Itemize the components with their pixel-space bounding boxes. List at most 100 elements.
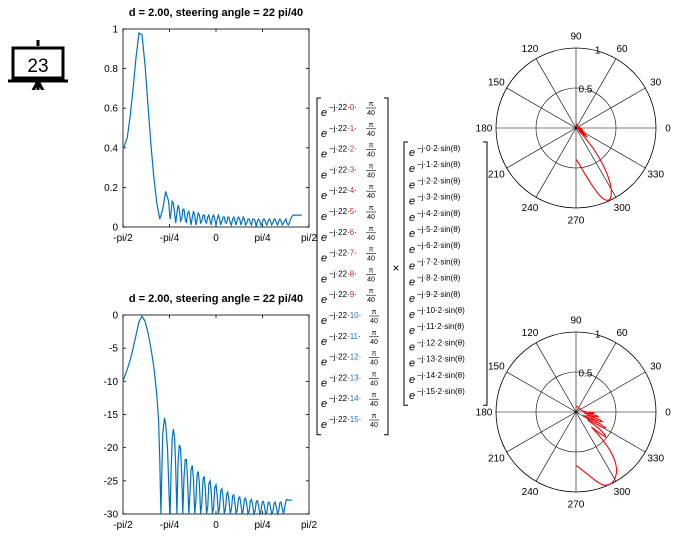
polar-top-spoke [535,127,577,198]
polar-top-angle-label: 0 [665,124,671,135]
steering-fraction-numerator: π [372,371,377,378]
linear-series-line [122,31,302,228]
array-entry: e −j·0·2·sin(θ) [409,144,461,159]
array-base: e [409,341,415,353]
steering-fraction-numerator: π [369,143,374,150]
array-exponent: −j·1·2·sin(θ) [417,160,461,169]
multiply-sign: × [392,261,399,275]
array-exponent: −j·15·2·sin(θ) [417,387,465,396]
array-base: e [409,325,415,337]
array-entry: e −j·3·2·sin(θ) [409,193,461,208]
steering-fraction-denominator: 40 [367,110,375,117]
array-base: e [409,277,415,289]
steering-base: e [321,149,327,161]
steering-fraction-denominator: 40 [367,172,375,179]
steering-fraction-denominator: 40 [370,422,378,429]
array-exponent: −j·2·2·sin(θ) [417,176,461,185]
array-entry: e −j·10·2·sin(θ) [409,306,465,321]
steering-fraction-denominator: 40 [370,360,378,367]
steering-fraction-numerator: π [369,163,374,170]
array-entry: e −j·4·2·sin(θ) [409,209,461,224]
steering-fraction-denominator: 40 [367,131,375,138]
steering-fraction-numerator: π [372,351,377,358]
array-entry: e −j·13·2·sin(θ) [409,355,465,370]
steering-fraction-denominator: 40 [367,152,375,159]
polar-bottom-angle-label: 330 [647,454,664,465]
steering-exponent: −j·22·8· [329,269,357,278]
steering-entry: e −j·22·10· π 40 [321,309,379,327]
polar-bottom-angle-label: 270 [568,500,585,511]
polar-top-angle-label: 150 [488,78,505,89]
array-base: e [409,390,415,402]
steering-base: e [321,128,327,140]
steering-base: e [321,336,327,348]
array-right-bracket [483,141,488,406]
array-exponent: −j·3·2·sin(θ) [417,193,461,202]
db-y-tick-label: 0 [112,311,118,322]
steering-fraction-denominator: 40 [367,193,375,200]
steering-fraction-numerator: π [369,288,374,295]
polar-top-angle-label: 210 [488,170,505,181]
array-entry: e −j·9·2·sin(θ) [409,290,461,305]
array-entry: e −j·5·2·sin(θ) [409,225,461,240]
array-entry: e −j·2·2·sin(θ) [409,176,461,191]
steering-fraction-denominator: 40 [370,401,378,408]
steering-exponent: −j·22·6· [329,228,357,237]
array-base: e [409,212,415,224]
steering-fraction-denominator: 40 [367,256,375,263]
polar-top-outer-circle [495,47,657,209]
steering-exponent: −j·22·5· [329,207,357,216]
db-y-tick-label: -30 [104,510,119,521]
polar-top-spoke [535,58,577,129]
polar-bottom-pattern-line [575,405,618,486]
array-exponent: −j·11·2·sin(θ) [417,322,465,331]
steering-entry: e −j·22·7· π 40 [321,247,376,265]
polar-top-spoke [506,87,577,129]
steering-base: e [321,107,327,119]
steering-right-bracket [384,97,389,436]
steering-exponent: −j·22·13· [329,373,361,382]
steering-base: e [321,232,327,244]
db-y-tick-label: -15 [104,410,119,421]
polar-bottom-spoke [535,411,577,482]
db-axes-box [122,314,310,515]
steering-fraction-denominator: 40 [367,214,375,221]
polar-top-spoke [575,58,617,129]
array-left-bracket [403,141,408,406]
steering-base: e [321,190,327,202]
steering-exponent: −j·22·10· [329,311,361,320]
db-x-tick-label: -pi/4 [160,520,180,531]
steering-entry: e −j·22·12· π 40 [321,351,379,369]
polar-bottom-angle-label: 30 [650,362,662,373]
steering-exponent: −j·22·4· [329,186,357,195]
steering-fraction-numerator: π [369,122,374,129]
db-y-tick-label: -10 [104,377,119,388]
steering-entry: e −j·22·6· π 40 [321,226,376,244]
array-entry: e −j·15·2·sin(θ) [409,387,465,402]
array-exponent: −j·9·2·sin(θ) [417,290,461,299]
steering-exponent: −j·22·12· [329,353,361,362]
slide-number-badge [8,40,68,90]
array-base: e [409,163,415,175]
polar-top-angle-label: 240 [522,203,539,214]
array-entry: e −j·7·2·sin(θ) [409,257,461,272]
array-entry: e −j·14·2·sin(θ) [409,371,465,386]
array-exponent: −j·10·2·sin(θ) [417,306,465,315]
polar-top-spoke [575,127,617,198]
array-exponent: −j·8·2·sin(θ) [417,274,461,283]
array-exponent: −j·14·2·sin(θ) [417,371,465,380]
polar-top-angle-label: 120 [522,44,539,55]
array-entry: e −j·6·2·sin(θ) [409,241,461,256]
steering-base: e [321,169,327,181]
polar-bottom-angle-label: 0 [665,408,671,419]
array-base: e [409,293,415,305]
polar-bottom-spoke [575,371,646,413]
array-base: e [409,196,415,208]
polar-bottom-spoke [575,411,646,453]
db-title: d = 2.00, steering angle = 22 pi/40 [129,293,303,305]
linear-y-tick-label: 1 [112,25,118,36]
array-exponent: −j·7·2·sin(θ) [417,257,461,266]
polar-bottom-angle-label: 150 [488,362,505,373]
